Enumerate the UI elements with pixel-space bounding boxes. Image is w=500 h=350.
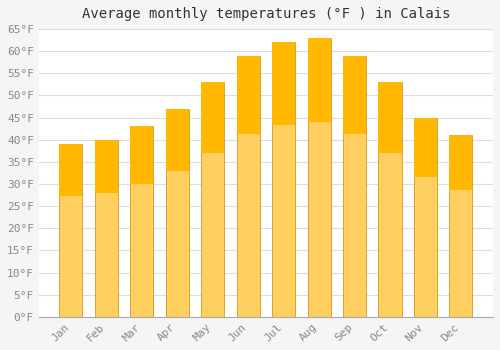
Bar bbox=[60, 144, 82, 196]
Bar bbox=[378, 82, 402, 153]
Bar bbox=[414, 118, 437, 317]
Bar bbox=[201, 82, 224, 153]
Bar bbox=[272, 42, 295, 317]
Bar bbox=[308, 38, 330, 121]
Bar bbox=[272, 42, 295, 125]
Bar bbox=[60, 144, 82, 317]
Bar bbox=[414, 118, 437, 177]
Bar bbox=[95, 140, 118, 193]
Bar bbox=[378, 82, 402, 317]
Bar bbox=[343, 56, 366, 134]
Bar bbox=[343, 56, 366, 317]
Bar bbox=[236, 56, 260, 134]
Title: Average monthly temperatures (°F ) in Calais: Average monthly temperatures (°F ) in Ca… bbox=[82, 7, 450, 21]
Bar bbox=[450, 135, 472, 317]
Bar bbox=[166, 109, 189, 317]
Bar bbox=[450, 135, 472, 190]
Bar bbox=[130, 126, 154, 183]
Bar bbox=[236, 56, 260, 317]
Bar bbox=[130, 126, 154, 317]
Bar bbox=[308, 38, 330, 317]
Bar bbox=[201, 82, 224, 317]
Bar bbox=[95, 140, 118, 317]
Bar bbox=[166, 109, 189, 171]
